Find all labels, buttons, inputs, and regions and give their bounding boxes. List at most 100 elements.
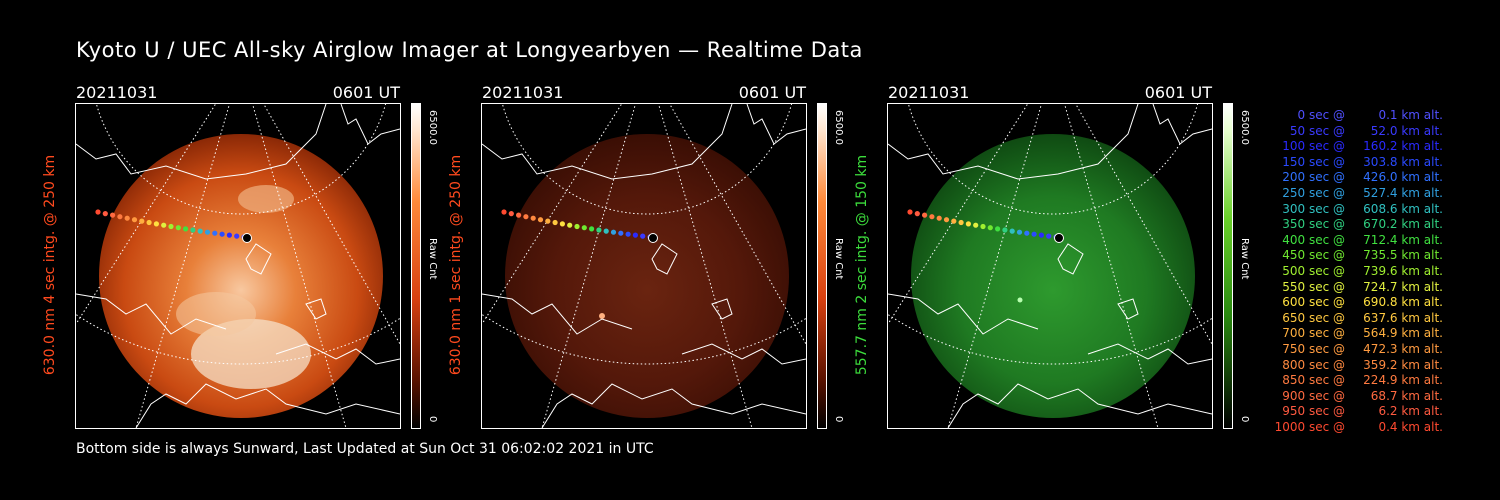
satellite-track-point xyxy=(226,232,232,238)
panel-wavelength-label: 557.7 nm 2 sec intg. @ 150 km xyxy=(854,154,870,376)
legend-time: 200 sec @ xyxy=(1282,170,1345,185)
satellite-track-point xyxy=(914,211,920,217)
coastline xyxy=(76,104,327,180)
legend-time: 350 sec @ xyxy=(1282,217,1345,232)
coastline xyxy=(482,104,733,180)
satellite-track-point xyxy=(995,226,1001,232)
legend-time: 900 sec @ xyxy=(1282,388,1345,403)
legend-row: 800 sec @ 359.2 km alt. xyxy=(1255,358,1443,374)
satellite-track-point xyxy=(567,222,573,228)
legend-row: 950 sec @ 6.2 km alt. xyxy=(1255,404,1443,420)
coastline xyxy=(947,383,1212,428)
legend-time: 500 sec @ xyxy=(1282,263,1345,278)
satellite-track-point xyxy=(965,221,971,227)
legend-time: 150 sec @ xyxy=(1282,154,1345,169)
legend-time: 100 sec @ xyxy=(1282,139,1345,154)
legend-time: 550 sec @ xyxy=(1282,279,1345,294)
longitude-line xyxy=(135,104,230,428)
allsky-image xyxy=(481,103,807,429)
satellite-track-point xyxy=(987,225,993,231)
satellite-track-point xyxy=(168,223,174,230)
colorbar-unit-label: Raw Cnt xyxy=(1239,238,1250,280)
colorbar xyxy=(411,103,421,429)
satellite-track-point xyxy=(523,214,529,220)
colorbar-max-label: 6500.0 xyxy=(1239,110,1250,145)
panel-time: 0601 UT xyxy=(738,83,806,102)
legend-altitude: 0.1 km alt. xyxy=(1378,108,1443,122)
legend-altitude: 735.5 km alt. xyxy=(1363,248,1443,263)
colorbar-min-label: 0 xyxy=(1239,416,1250,423)
airglow-disk xyxy=(505,134,789,418)
satellite-track-point xyxy=(117,214,123,220)
station-marker xyxy=(242,233,252,243)
satellite-track-point xyxy=(610,229,617,235)
coastline xyxy=(746,104,806,145)
colorbar-unit-label: Raw Cnt xyxy=(833,238,844,280)
allsky-image xyxy=(75,103,401,429)
coastline xyxy=(340,104,400,145)
legend-row: 0 sec @ 0.1 km alt. xyxy=(1255,108,1444,124)
longitude-line xyxy=(669,104,806,345)
legend-time: 950 sec @ xyxy=(1282,404,1345,419)
legend-altitude: 68.7 km alt. xyxy=(1370,388,1443,403)
legend-row: 50 sec @ 52.0 km alt. xyxy=(1255,124,1443,140)
legend-altitude: 160.2 km alt. xyxy=(1363,139,1443,154)
satellite-track-point xyxy=(596,227,602,233)
satellite-track-point xyxy=(1009,228,1015,234)
allsky-svg xyxy=(76,104,400,428)
legend-row: 150 sec @ 303.8 km alt. xyxy=(1255,155,1443,171)
longitude-line xyxy=(252,104,347,428)
longitude-line xyxy=(541,104,636,428)
satellite-track-point xyxy=(1016,229,1023,235)
satellite-track-point xyxy=(212,230,218,236)
legend-altitude: 359.2 km alt. xyxy=(1363,357,1443,372)
coastline xyxy=(888,104,1139,180)
satellite-track-point xyxy=(625,231,631,237)
colorbar-max-label: 6500.0 xyxy=(427,110,438,145)
page-title: Kyoto U / UEC All-sky Airglow Imager at … xyxy=(76,38,863,62)
satellite-track-point xyxy=(552,219,558,226)
satellite-track-point xyxy=(153,221,159,227)
footer-note: Bottom side is always Sunward, Last Upda… xyxy=(76,441,654,457)
legend-time: 50 sec @ xyxy=(1289,123,1345,138)
coastline xyxy=(681,343,806,365)
satellite-track-point xyxy=(197,228,203,234)
legend-row: 750 sec @ 472.3 km alt. xyxy=(1255,342,1443,358)
satellite-track-point xyxy=(530,215,536,221)
coastline xyxy=(245,243,272,275)
satellite-track-point xyxy=(501,209,507,215)
satellite-track-point xyxy=(943,217,950,223)
legend-altitude: 739.6 km alt. xyxy=(1363,263,1443,278)
aurora-bright-patch xyxy=(238,185,294,213)
legend-time: 650 sec @ xyxy=(1282,310,1345,325)
legend-row: 600 sec @ 690.8 km alt. xyxy=(1255,295,1443,311)
legend-altitude: 224.9 km alt. xyxy=(1363,373,1443,388)
bright-spot xyxy=(599,313,605,319)
legend-altitude: 712.4 km alt. xyxy=(1363,232,1443,247)
coastline xyxy=(1087,343,1212,365)
airglow-disk xyxy=(911,134,1195,418)
legend-row: 100 sec @ 160.2 km alt. xyxy=(1255,139,1443,155)
satellite-track-point xyxy=(219,231,225,237)
legend-time: 800 sec @ xyxy=(1282,357,1345,372)
satellite-track-point xyxy=(574,223,580,230)
satellite-track-point xyxy=(632,232,638,238)
satellite-track-point xyxy=(1046,233,1052,239)
legend-altitude: 608.6 km alt. xyxy=(1363,201,1443,216)
colorbar-unit-label: Raw Cnt xyxy=(427,238,438,280)
satellite-track-point xyxy=(102,211,108,217)
panel-time: 0601 UT xyxy=(1144,83,1212,102)
legend-altitude: 724.7 km alt. xyxy=(1363,279,1443,294)
satellite-track-point xyxy=(581,225,587,231)
altitude-legend: 0 sec @0.1 km alt. 50 sec @52.0 km alt. 10… xyxy=(1255,108,1443,435)
satellite-track-point xyxy=(508,211,514,217)
satellite-track-point xyxy=(1038,232,1044,238)
legend-time: 450 sec @ xyxy=(1282,248,1345,263)
longitude-line xyxy=(888,104,1029,325)
panel-date: 20211031 xyxy=(482,83,564,102)
satellite-track-point xyxy=(603,228,609,234)
legend-row: 350 sec @ 670.2 km alt. xyxy=(1255,217,1443,233)
satellite-track-point xyxy=(1024,230,1030,236)
airglow-panel-630nm-4s: 20211031 0601 UT 630.0 nm 4 sec intg. @ … xyxy=(42,80,496,430)
satellite-track-point xyxy=(936,215,942,221)
